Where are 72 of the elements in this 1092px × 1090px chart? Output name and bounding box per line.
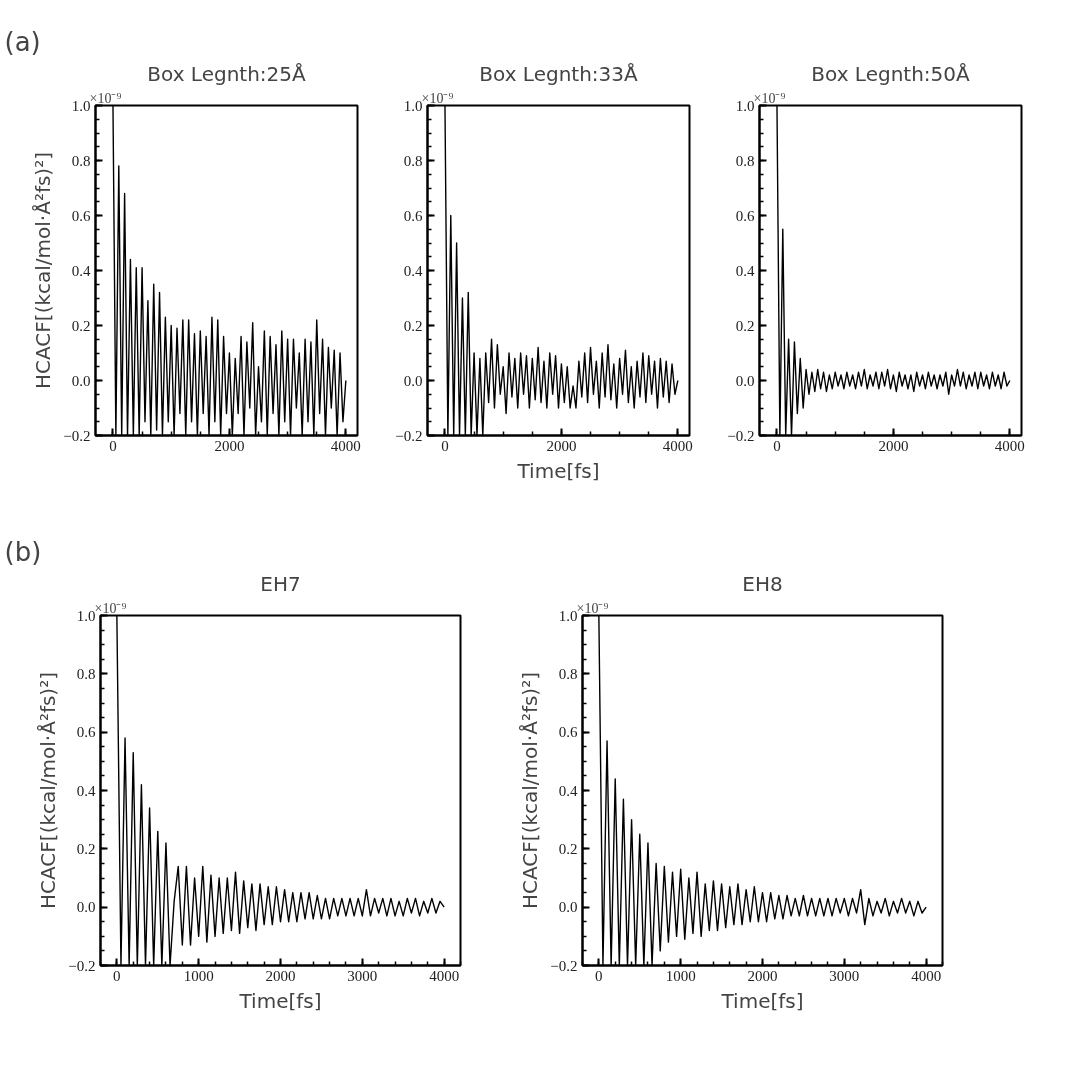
y-tick-label: 0.2	[71, 317, 91, 334]
x-tick-label: 0	[441, 437, 449, 454]
y-axis-title: HCACF[(kcal/mol·Å²fs)²]	[31, 152, 56, 389]
chart-title: Box Legnth:33Å	[479, 61, 639, 86]
x-axis-title: Time[fs]	[720, 988, 804, 1013]
y-tick-label: 0.0	[71, 372, 91, 389]
y-tick-label: 0.4	[71, 262, 91, 279]
x-tick-label: 2000	[214, 437, 245, 454]
y-tick-label: 0.0	[558, 899, 578, 916]
y-tick-label: 0.6	[403, 207, 423, 224]
x-tick-label: 2000	[878, 437, 909, 454]
x-axis-title: Time[fs]	[516, 458, 600, 483]
y-tick-label: 0.8	[76, 665, 96, 682]
x-tick-label: 4000	[330, 437, 361, 454]
y-tick-label: −0.2	[395, 427, 423, 444]
y-tick-label: 0.4	[76, 782, 96, 799]
y-tick-label: 0.6	[735, 207, 755, 224]
y-tick-label: 0.0	[403, 372, 423, 389]
y-tick-label: 1.0	[76, 607, 96, 624]
annotation: ×10⁻⁹	[421, 90, 454, 106]
x-tick-label: 3000	[347, 967, 378, 984]
y-tick-label: 0.8	[71, 152, 91, 169]
chart-title: EH8	[742, 571, 783, 596]
x-tick-label: 0	[595, 967, 603, 984]
x-tick-label: 0	[773, 437, 781, 454]
x-tick-label: 1000	[183, 967, 214, 984]
y-tick-label: 1.0	[71, 97, 91, 114]
y-tick-label: 0.0	[76, 899, 96, 916]
y-tick-label: 1.0	[558, 607, 578, 624]
y-tick-label: −0.2	[63, 427, 91, 444]
x-tick-label: 3000	[829, 967, 860, 984]
x-tick-label: 0	[113, 967, 121, 984]
y-tick-label: 0.4	[558, 782, 578, 799]
y-tick-label: 0.6	[71, 207, 91, 224]
y-tick-label: 0.8	[558, 665, 578, 682]
text: (b)	[4, 536, 42, 567]
x-tick-label: 4000	[429, 967, 460, 984]
x-tick-label: 2000	[747, 967, 778, 984]
y-tick-label: −0.2	[550, 957, 578, 974]
y-tick-label: 1.0	[403, 97, 423, 114]
y-tick-label: 0.6	[76, 724, 96, 741]
x-tick-label: 2000	[546, 437, 577, 454]
x-tick-label: 4000	[994, 437, 1025, 454]
y-tick-label: 0.2	[735, 317, 755, 334]
annotation: ×10⁻⁹	[753, 90, 786, 106]
y-tick-label: 0.8	[403, 152, 423, 169]
text: (a)	[4, 26, 41, 57]
y-tick-label: 0.2	[558, 840, 578, 857]
y-tick-label: 0.8	[735, 152, 755, 169]
y-axis-title: HCACF[(kcal/mol·Å²fs)²]	[518, 672, 543, 909]
y-tick-label: 1.0	[735, 97, 755, 114]
chart-title: Box Legnth:50Å	[811, 61, 971, 86]
x-tick-label: 4000	[662, 437, 693, 454]
y-tick-label: 0.4	[735, 262, 755, 279]
y-axis-title: HCACF[(kcal/mol·Å²fs)²]	[36, 672, 61, 909]
annotation: ×10⁻⁹	[94, 600, 127, 616]
y-tick-label: −0.2	[68, 957, 96, 974]
x-tick-label: 2000	[265, 967, 296, 984]
x-axis-title: Time[fs]	[238, 988, 322, 1013]
y-tick-label: 0.6	[558, 724, 578, 741]
y-tick-label: 0.4	[403, 262, 423, 279]
y-tick-label: −0.2	[727, 427, 755, 444]
annotation: ×10⁻⁹	[576, 600, 609, 616]
chart-title: EH7	[260, 571, 301, 596]
y-tick-label: 0.0	[735, 372, 755, 389]
y-tick-label: 0.2	[76, 840, 96, 857]
annotation: ×10⁻⁹	[89, 90, 122, 106]
y-tick-label: 0.2	[403, 317, 423, 334]
x-tick-label: 0	[109, 437, 117, 454]
x-tick-label: 1000	[665, 967, 696, 984]
chart-title: Box Legnth:25Å	[147, 61, 307, 86]
x-tick-label: 4000	[911, 967, 942, 984]
